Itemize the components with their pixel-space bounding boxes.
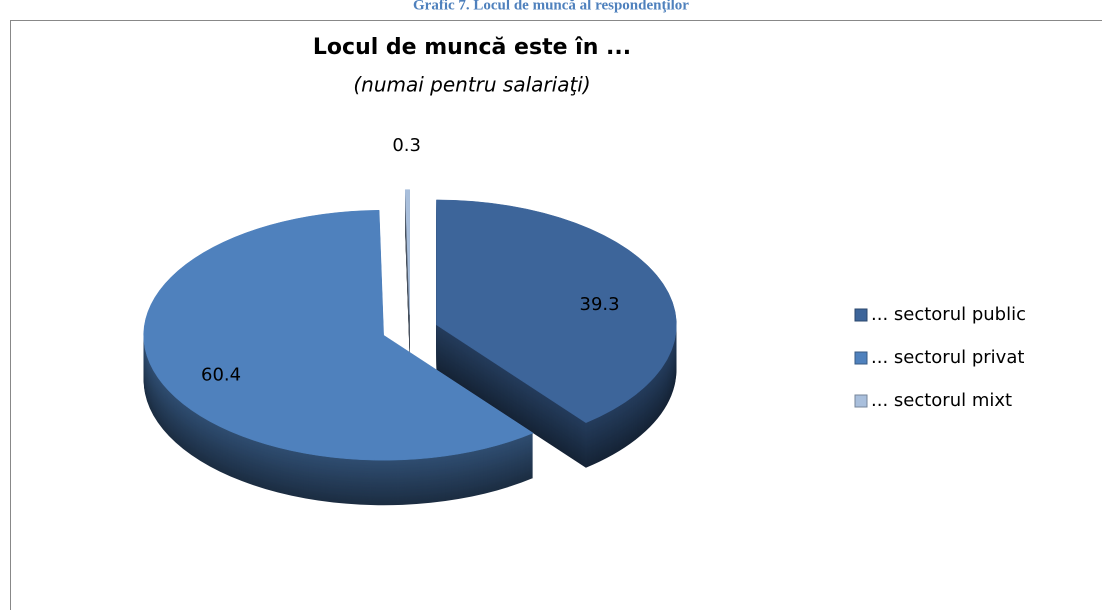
chart-title: Locul de muncă este în ... xyxy=(313,35,631,60)
legend-label: ... sectorul privat xyxy=(871,347,1024,368)
pie-slice xyxy=(143,209,534,461)
data-label: 0.3 xyxy=(392,135,421,156)
legend-label: ... sectorul mixt xyxy=(871,390,1012,411)
legend-swatch xyxy=(854,394,868,408)
pie-slice xyxy=(404,189,410,315)
chart-subtitle: (numai pentru salariaţi) xyxy=(353,73,590,97)
legend-label: ... sectorul public xyxy=(871,304,1026,325)
legend-swatch xyxy=(854,351,868,365)
pie-slice xyxy=(436,199,677,424)
caption: Grafic 7. Locul de muncă al respondenţil… xyxy=(413,0,689,13)
legend-swatch xyxy=(854,308,868,322)
data-label: 60.4 xyxy=(201,365,241,386)
data-label: 39.3 xyxy=(580,294,620,315)
